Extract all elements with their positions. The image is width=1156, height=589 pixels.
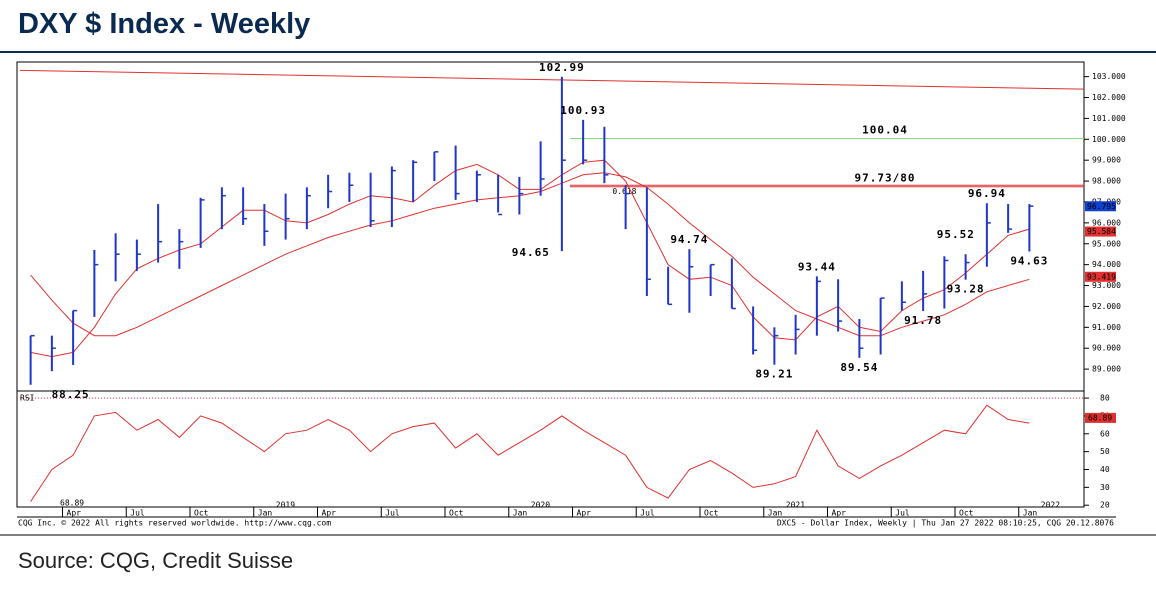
source: Source: CQG, Credit Suisse — [18, 548, 294, 573]
title: DXY $ Index - Weekly — [18, 8, 311, 40]
year-label: 2022 — [1041, 501, 1060, 510]
y-tick-label: 98.000 — [1092, 177, 1121, 186]
x-tick-label: Jul — [385, 509, 400, 518]
y-tick-label: 100.000 — [1092, 135, 1126, 144]
fib-label: 0.618 — [612, 187, 636, 196]
current-box — [1085, 226, 1116, 237]
year-label: 2020 — [531, 501, 550, 510]
rsi-tick-label: 50 — [1100, 447, 1110, 456]
x-tick-label: Jul — [130, 509, 145, 518]
x-tick-label: Oct — [959, 509, 974, 518]
price-annotation: 93.28 — [947, 283, 985, 296]
y-tick-label: 99.000 — [1092, 156, 1121, 165]
x-tick-label: Apr — [832, 509, 847, 518]
price-annotation: 94.65 — [512, 246, 550, 259]
price-annotation: 95.52 — [937, 228, 975, 241]
x-tick-label: Jan — [768, 509, 783, 518]
trendline — [19, 69, 1085, 90]
current-label: 96.795 — [1087, 202, 1116, 211]
x-tick-label: Jan — [1023, 509, 1038, 518]
y-tick-label: 94.000 — [1092, 260, 1121, 269]
footer-left: CQG Inc. © 2022 All rights reserved worl… — [18, 519, 331, 528]
x-tick-label: Jan — [513, 509, 528, 518]
year-label: 2019 — [276, 501, 295, 510]
price-annotation: 102.99 — [539, 61, 585, 74]
x-tick-label: Apr — [322, 509, 337, 518]
rsi-tick-label: 20 — [1100, 501, 1110, 510]
footer-right: DXC5 - Dollar Index, Weekly | Thu Jan 27… — [777, 519, 1114, 528]
y-tick-label: 103.000 — [1092, 72, 1126, 81]
price-annotation: 94.63 — [1010, 254, 1048, 267]
rsi-tick-label: 40 — [1100, 465, 1110, 474]
current-label: 95.584 — [1087, 227, 1116, 236]
moving-average — [30, 159, 1030, 358]
x-tick-label: Jul — [895, 509, 910, 518]
price-annotation: 91.78 — [904, 314, 942, 327]
y-tick-label: 91.000 — [1092, 323, 1121, 332]
title-rule — [0, 51, 1156, 53]
price-annotation: 94.74 — [670, 233, 708, 246]
rsi-current-box — [1085, 412, 1116, 423]
current-box — [1085, 271, 1116, 282]
y-tick-label: 101.000 — [1092, 114, 1126, 123]
price-annotation: 93.44 — [798, 260, 836, 273]
x-tick-label: Oct — [449, 509, 464, 518]
current-box — [1085, 201, 1116, 212]
y-tick-label: 102.000 — [1092, 93, 1126, 102]
rsi-tick-label: 60 — [1100, 429, 1110, 438]
y-tick-label: 90.000 — [1092, 344, 1121, 353]
rsi-current-label: 68.89 — [1088, 413, 1112, 422]
x-tick-label: Oct — [704, 509, 719, 518]
price-annotation: 96.94 — [968, 187, 1006, 200]
year-label: 2021 — [786, 501, 805, 510]
current-label: 93.419 — [1087, 272, 1116, 281]
x-tick-label: Oct — [194, 509, 209, 518]
rsi-tick-label: 80 — [1100, 394, 1110, 403]
price-annotation: 89.54 — [840, 361, 878, 374]
rsi-label: RSI — [20, 394, 35, 403]
y-tick-label: 96.000 — [1092, 218, 1121, 227]
x-tick-label: Jul — [640, 509, 655, 518]
rsi-line — [30, 404, 1030, 502]
frame — [16, 61, 1085, 508]
y-tick-label: 92.000 — [1092, 302, 1121, 311]
rsi-tick-label: 30 — [1100, 483, 1110, 492]
price-annotation: 89.21 — [755, 368, 793, 381]
price-annotation: 88.25 — [52, 388, 90, 401]
price-annotation: 100.93 — [560, 104, 606, 117]
x-tick-label: Apr — [67, 509, 82, 518]
x-tick-label: Apr — [577, 509, 592, 518]
level-label: 97.73/80 — [855, 172, 916, 185]
y-tick-label: 93.000 — [1092, 281, 1121, 290]
moving-average — [30, 172, 1030, 337]
chart: CQG Inc. © 2022 All rights reserved worl… — [0, 51, 1156, 536]
y-tick-label: 95.000 — [1092, 239, 1121, 248]
x-tick-label: Jan — [258, 509, 273, 518]
level-label: 100.04 — [862, 123, 908, 136]
rsi-last: 68.89 — [60, 499, 84, 508]
y-tick-label: 89.000 — [1092, 365, 1121, 374]
